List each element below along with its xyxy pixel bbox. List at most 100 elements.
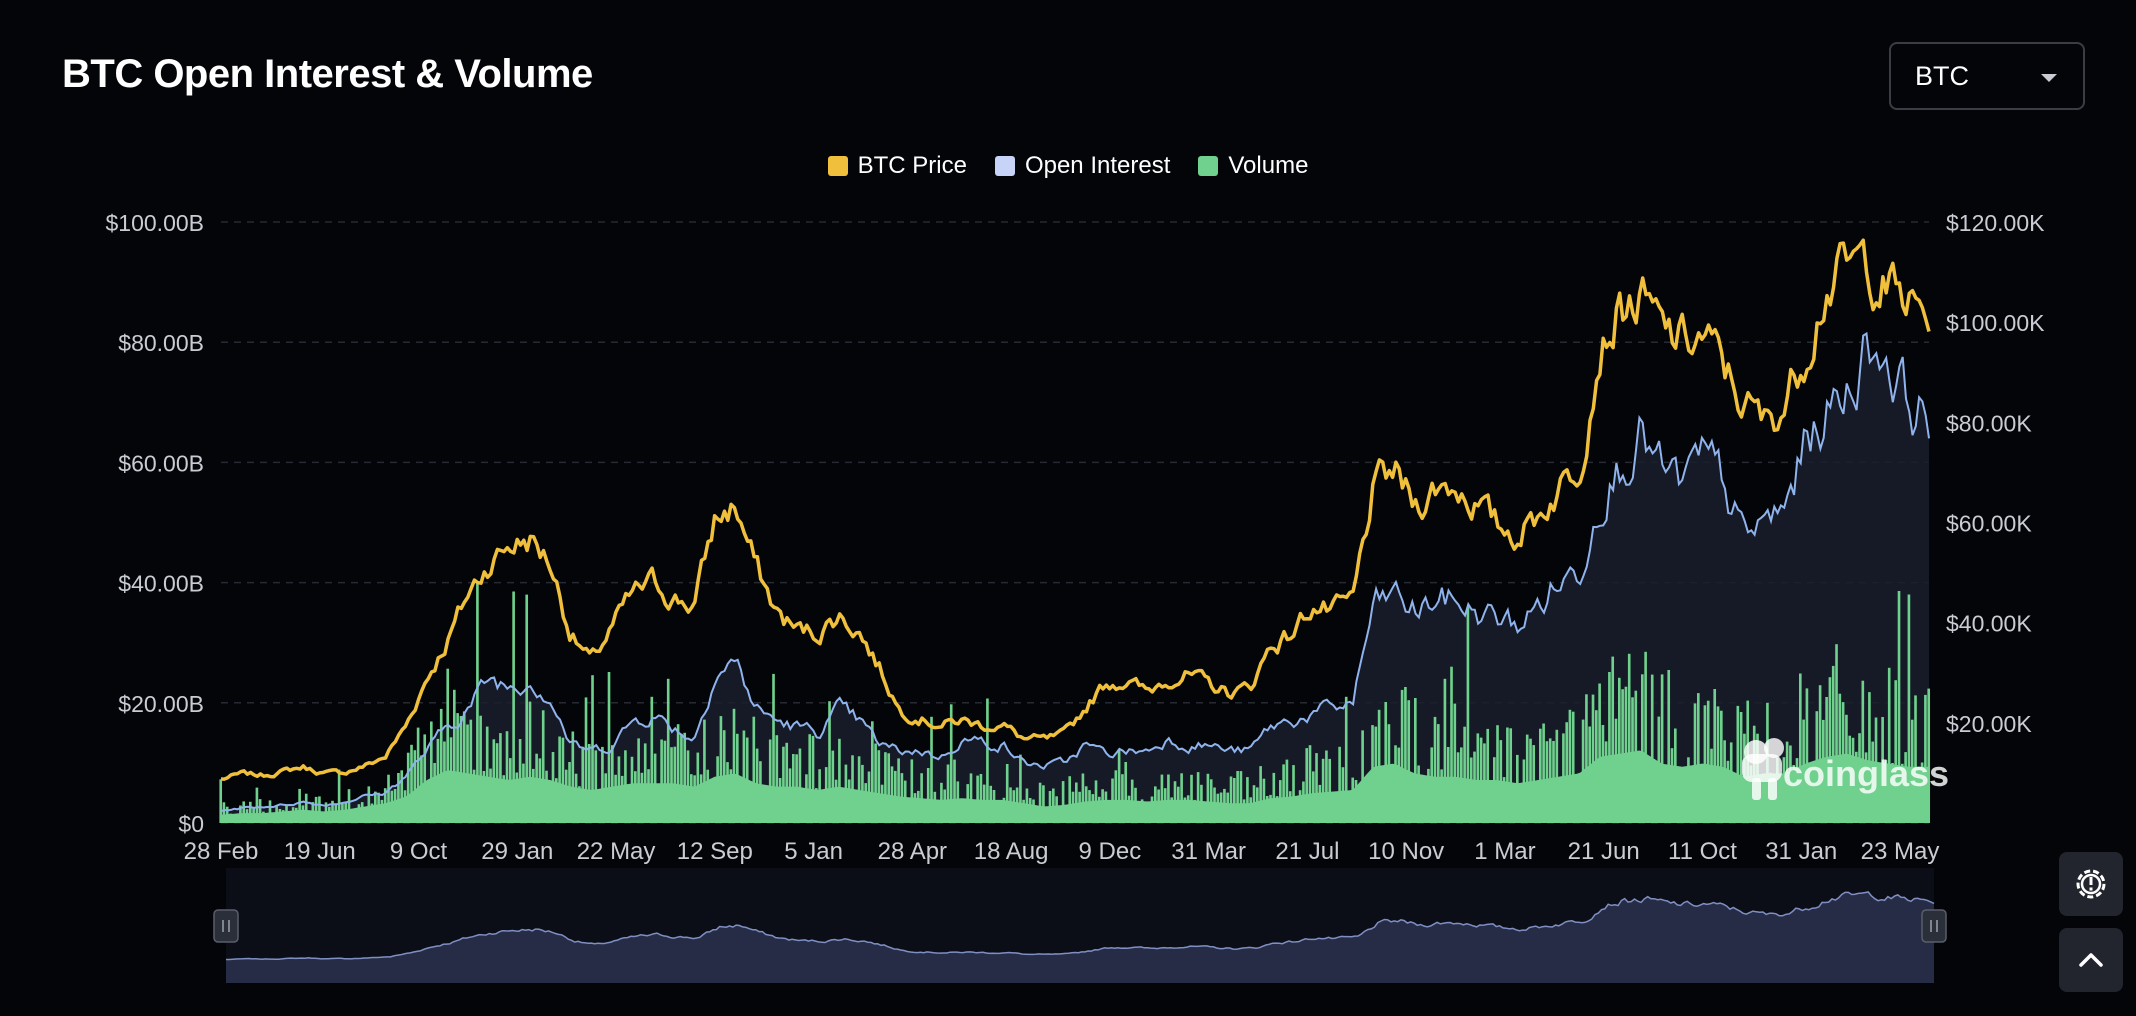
volume-bar (1476, 733, 1480, 823)
x-axis-tick-label: 28 Apr (878, 838, 947, 865)
coin-select[interactable]: BTC (1889, 42, 2085, 110)
range-slider[interactable] (213, 868, 1947, 983)
volume-bar (1400, 689, 1404, 823)
volume-bar (719, 716, 723, 823)
open-interest-line (220, 331, 1930, 813)
volume-bar (1206, 773, 1210, 823)
volume-bar (676, 724, 680, 823)
volume-bar (1121, 774, 1124, 823)
volume-bar (874, 743, 877, 823)
volume-bar (446, 668, 450, 823)
volume-bar (1285, 759, 1289, 823)
legend-label-open-interest: Open Interest (1024, 152, 1171, 179)
legend-item-open-interest[interactable]: Open Interest (994, 152, 1171, 180)
right-axis-tick-label: $80.00K (1946, 410, 2032, 436)
volume-bar (1627, 653, 1631, 823)
volume-bar (318, 796, 321, 823)
x-axis-tick-label: 12 Sep (677, 838, 753, 865)
volume-bar (1124, 762, 1128, 823)
volume-bar (1117, 749, 1121, 823)
volume-bar (1506, 727, 1509, 823)
volume-bar (1042, 785, 1045, 823)
volume-bar (1736, 705, 1740, 823)
volume-bar (732, 708, 736, 823)
legend-item-volume[interactable]: Volume (1198, 152, 1308, 180)
right-axis-tick-label: $60.00K (1946, 511, 2032, 537)
volume-bar (1209, 779, 1213, 823)
slider-handle-right[interactable] (1921, 909, 1947, 943)
volume-bar (222, 802, 226, 823)
volume-bar (1325, 750, 1328, 823)
slider-preview-area (226, 892, 1934, 983)
volume-bar (1338, 746, 1341, 823)
x-axis-tick-label: 23 May (1861, 838, 1940, 865)
volume-bar (1321, 758, 1325, 823)
volume-bar (1861, 680, 1865, 823)
volume-bar (752, 716, 756, 823)
x-axis-tick-label: 9 Oct (390, 838, 448, 865)
volume-bar (1618, 677, 1621, 823)
volume-bar (1114, 770, 1118, 823)
volume-bar (1713, 689, 1717, 823)
volume-bar (857, 756, 861, 823)
x-axis-tick-label: 9 Dec (1079, 838, 1142, 865)
volume-bar (637, 738, 640, 823)
volume-bar (581, 746, 585, 823)
legend-item-btc-price[interactable]: BTC Price (827, 152, 967, 180)
volume-bar (1894, 680, 1898, 823)
volume-bar (1828, 677, 1832, 823)
right-axis-ticks: $20.00K $40.00K $60.00K $80.00K $100.00K $120… (1946, 210, 2045, 737)
right-axis-tick-label: $100.00K (1946, 310, 2045, 336)
legend-swatch-btc-price (827, 156, 848, 176)
volume-bar (1835, 644, 1838, 823)
volume-bar (561, 737, 565, 823)
volume-bar (831, 750, 835, 823)
x-axis-tick-label: 19 Jun (284, 838, 356, 865)
coin-select-value: BTC (1915, 60, 1969, 91)
volume-bar (462, 711, 466, 823)
volume-bar (1443, 678, 1447, 823)
alert-settings-button[interactable] (2059, 852, 2123, 916)
volume-bar (571, 731, 575, 823)
left-axis-ticks: $0 $20.00B $40.00B $60.00B $80.00B $100.00B (106, 210, 204, 837)
volume-bar (410, 744, 413, 823)
volume-bar (1907, 594, 1911, 823)
volume-bar (890, 766, 894, 823)
volume-bar (337, 769, 341, 823)
volume-bar (258, 799, 262, 823)
volume-bar (897, 758, 900, 823)
volume-bar (650, 696, 654, 823)
slider-handle-left[interactable] (213, 909, 239, 943)
legend-label-volume: Volume (1228, 152, 1309, 179)
volume-bar (505, 731, 509, 823)
chevron-down-icon (2041, 74, 2057, 82)
volume-bar (1437, 724, 1440, 823)
volume-bar (877, 750, 881, 823)
volume-bar (512, 591, 515, 823)
volume-bar (1608, 672, 1611, 823)
volume-bar (1706, 700, 1710, 823)
left-axis-tick-label: $0 (178, 811, 204, 837)
volume-bar (949, 704, 953, 823)
right-axis-tick-label: $40.00K (1946, 611, 2032, 637)
volume-bar (1384, 702, 1388, 823)
volume-bar (772, 673, 775, 823)
volume-bar (541, 710, 545, 823)
volume-bar (1282, 764, 1285, 823)
left-axis-tick-label: $80.00B (118, 330, 204, 356)
volume-bar (811, 735, 815, 823)
volume-bar (871, 721, 874, 823)
volume-bar (884, 752, 887, 823)
volume-bar (1914, 695, 1917, 823)
volume-bar (782, 746, 785, 823)
right-axis-tick-label: $20.00K (1946, 711, 2032, 737)
page-title: BTC Open Interest & Volume (62, 52, 593, 96)
x-axis-tick-label: 21 Jun (1568, 838, 1640, 865)
volume-bar (1799, 673, 1802, 823)
scroll-top-button[interactable] (2059, 928, 2123, 992)
volume-bar (430, 721, 433, 823)
volume-bar (808, 734, 812, 823)
volume-bar (1693, 703, 1697, 823)
volume-bar (1361, 730, 1364, 823)
